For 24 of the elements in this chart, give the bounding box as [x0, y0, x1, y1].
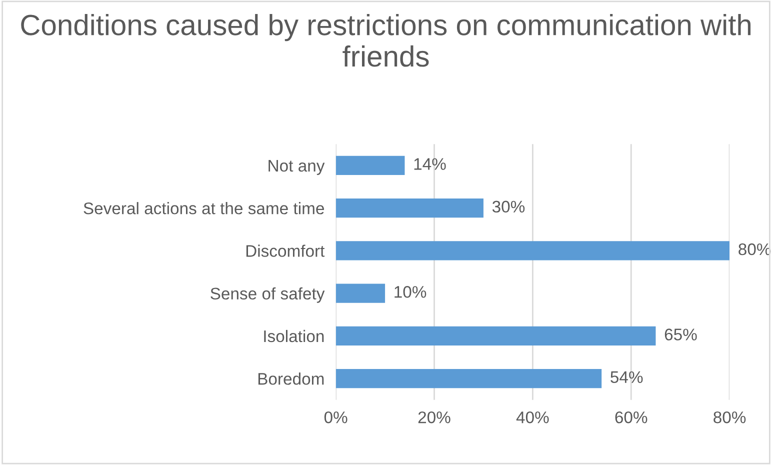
chart-title: Conditions caused by restrictions on communication with friends [21, 14, 751, 67]
y-tick-label: Boredom [258, 372, 324, 385]
data-label: 65% [664, 328, 697, 340]
y-tick-label: Not any [268, 160, 325, 175]
data-label: 80% [738, 243, 771, 256]
x-tick-label: 60% [615, 411, 648, 424]
x-tick-label: 80% [714, 411, 746, 424]
x-tick-label: 40% [516, 411, 549, 424]
y-tick-label: Sense of safety [210, 287, 325, 303]
bar [336, 326, 656, 346]
bar [336, 241, 730, 260]
y-tick-label: Several actions at the same time [84, 202, 324, 214]
bar [336, 368, 602, 388]
bar [336, 284, 386, 303]
x-tick-label: 0% [324, 411, 348, 424]
data-label: 10% [394, 286, 426, 298]
x-tick-label: 20% [418, 411, 450, 424]
data-label: 14% [414, 158, 446, 170]
data-label: 30% [492, 200, 525, 213]
bar [336, 156, 405, 176]
data-label: 54% [610, 371, 643, 384]
y-tick-label: Discomfort [246, 244, 325, 257]
bar [336, 198, 484, 218]
y-tick-label: Isolation [264, 330, 324, 342]
